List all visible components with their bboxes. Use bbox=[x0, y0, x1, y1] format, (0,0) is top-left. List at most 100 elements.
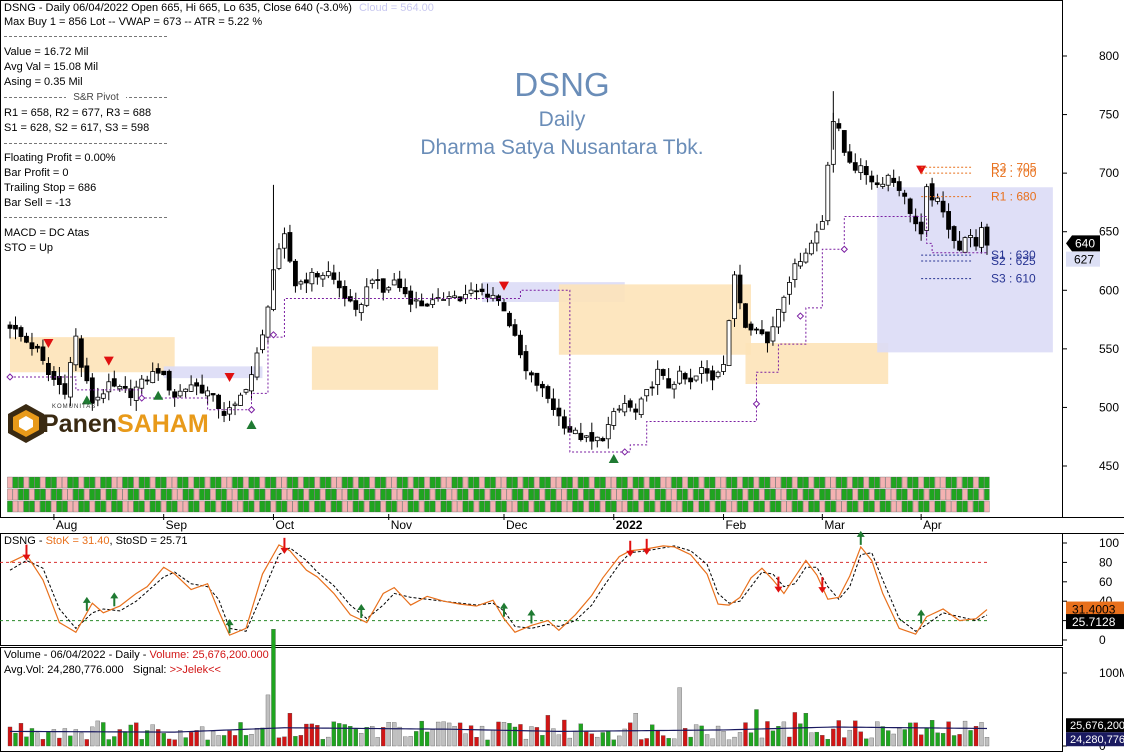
volume-bar bbox=[29, 728, 35, 747]
volume-bar bbox=[282, 736, 287, 747]
candle bbox=[89, 373, 95, 411]
candle-body-down bbox=[759, 329, 765, 335]
volume-bar bbox=[518, 724, 523, 747]
candle-body-down bbox=[529, 372, 534, 376]
candle-body-down bbox=[534, 372, 540, 386]
volume-bar bbox=[485, 739, 490, 747]
signal-strip-cell bbox=[901, 500, 908, 513]
volume-bar bbox=[589, 733, 594, 747]
stoch-y-tick-label: 0 bbox=[1099, 633, 1106, 647]
signal-strip-cell bbox=[281, 476, 287, 489]
signal-strip-cell bbox=[797, 476, 803, 489]
signal-strip-cell bbox=[589, 488, 595, 501]
volume-bar bbox=[457, 722, 463, 747]
volume-bar bbox=[573, 730, 578, 747]
x-tick-label: Feb bbox=[726, 518, 747, 532]
signal-strip-cell bbox=[814, 500, 820, 513]
volume-bar bbox=[232, 735, 238, 747]
signal-strip-cell bbox=[276, 488, 282, 501]
signal-strip-cell bbox=[347, 500, 353, 513]
signal-strip-cell bbox=[292, 500, 298, 513]
signal-strip-cell bbox=[128, 488, 134, 501]
candle bbox=[896, 176, 902, 197]
signal-strip-cell bbox=[934, 488, 941, 501]
signal-strip-cell bbox=[627, 488, 633, 501]
signal-strip-cell bbox=[830, 488, 836, 501]
candle bbox=[358, 302, 364, 321]
divider bbox=[4, 36, 167, 37]
candle bbox=[293, 259, 298, 293]
signal-strip-cell bbox=[29, 500, 35, 513]
candle-body-up bbox=[177, 390, 183, 397]
signal-strip-cell bbox=[358, 488, 364, 501]
candle bbox=[369, 278, 375, 289]
signal-strip-cell bbox=[95, 488, 101, 501]
volume-bar bbox=[908, 722, 913, 747]
signal-strip-cell bbox=[374, 488, 381, 501]
candle-body-down bbox=[7, 324, 13, 329]
signal-strip-cell bbox=[819, 476, 825, 489]
candle-body-up bbox=[770, 326, 776, 342]
signal-strip-cell bbox=[133, 500, 139, 513]
signal-strip-cell bbox=[237, 476, 244, 489]
volume-bar bbox=[156, 729, 161, 747]
signal-strip-cell bbox=[413, 488, 419, 501]
candle-body-down bbox=[649, 386, 655, 389]
avg-volume-tag bbox=[1066, 732, 1124, 747]
signal-strip-cell bbox=[852, 488, 858, 501]
candle-body-up bbox=[364, 286, 370, 306]
signal-strip-cell bbox=[155, 476, 161, 489]
signal-strip-cell bbox=[199, 488, 205, 501]
candle bbox=[507, 311, 512, 328]
signal-strip-cell bbox=[759, 476, 765, 489]
volume-bar bbox=[397, 726, 402, 747]
last-close-label: 640 bbox=[1075, 236, 1095, 250]
stoch-d-line bbox=[9, 545, 988, 632]
signal-strip-cell bbox=[254, 488, 260, 501]
candle-body-up bbox=[67, 362, 73, 398]
volume-bar bbox=[40, 739, 46, 747]
volume-bar bbox=[962, 720, 968, 747]
signal-strip-cell bbox=[374, 500, 381, 513]
signal-strip-cell bbox=[885, 488, 891, 501]
candle-body-up bbox=[924, 186, 930, 231]
candle-body-down bbox=[353, 300, 359, 310]
candle-body-up bbox=[611, 411, 617, 426]
signal-strip-cell bbox=[407, 476, 414, 489]
signal-strip-cell bbox=[29, 476, 35, 489]
stoch-k-label: StoK = 31.40 bbox=[45, 535, 110, 547]
candle-body-up bbox=[605, 424, 611, 440]
signal-strip-cell bbox=[177, 476, 183, 489]
pivot-s-text: S1 = 628, S2 = 617, S3 = 598 bbox=[4, 122, 150, 134]
signal-strip-cell bbox=[369, 500, 375, 513]
signal-strip-cell bbox=[122, 500, 128, 513]
stop-marker bbox=[840, 245, 848, 253]
candle bbox=[265, 305, 271, 343]
candle-body-down bbox=[874, 182, 880, 186]
candle bbox=[490, 287, 496, 302]
candle bbox=[512, 318, 518, 337]
avg-volume-value-label: 24,280,776 bbox=[1070, 734, 1124, 746]
signal-strip-cell bbox=[550, 476, 556, 489]
signal-strip-cell bbox=[128, 500, 134, 513]
signal-strip-cell bbox=[320, 476, 326, 489]
signal-strip-cell bbox=[62, 476, 68, 489]
signal-strip-cell bbox=[687, 476, 694, 489]
volume-bar bbox=[820, 735, 825, 747]
signal-strip-cell bbox=[204, 488, 211, 501]
volume-bar bbox=[326, 736, 331, 747]
candle-body-down bbox=[512, 324, 518, 336]
signal-strip-cell bbox=[896, 476, 902, 489]
volume-bar bbox=[743, 722, 748, 747]
candle-body-down bbox=[46, 362, 51, 375]
volume-bar bbox=[194, 730, 199, 747]
signal-strip-cell bbox=[572, 500, 578, 513]
signal-strip-cell bbox=[583, 488, 589, 501]
signal-strip-cell bbox=[56, 500, 62, 513]
candle bbox=[446, 291, 452, 306]
candle-body-up bbox=[644, 389, 650, 397]
signal-strip-cell bbox=[138, 476, 145, 489]
signal-strip-cell bbox=[611, 488, 617, 501]
signal-strip-cell bbox=[759, 488, 765, 501]
signal-strip-cell bbox=[528, 500, 534, 513]
